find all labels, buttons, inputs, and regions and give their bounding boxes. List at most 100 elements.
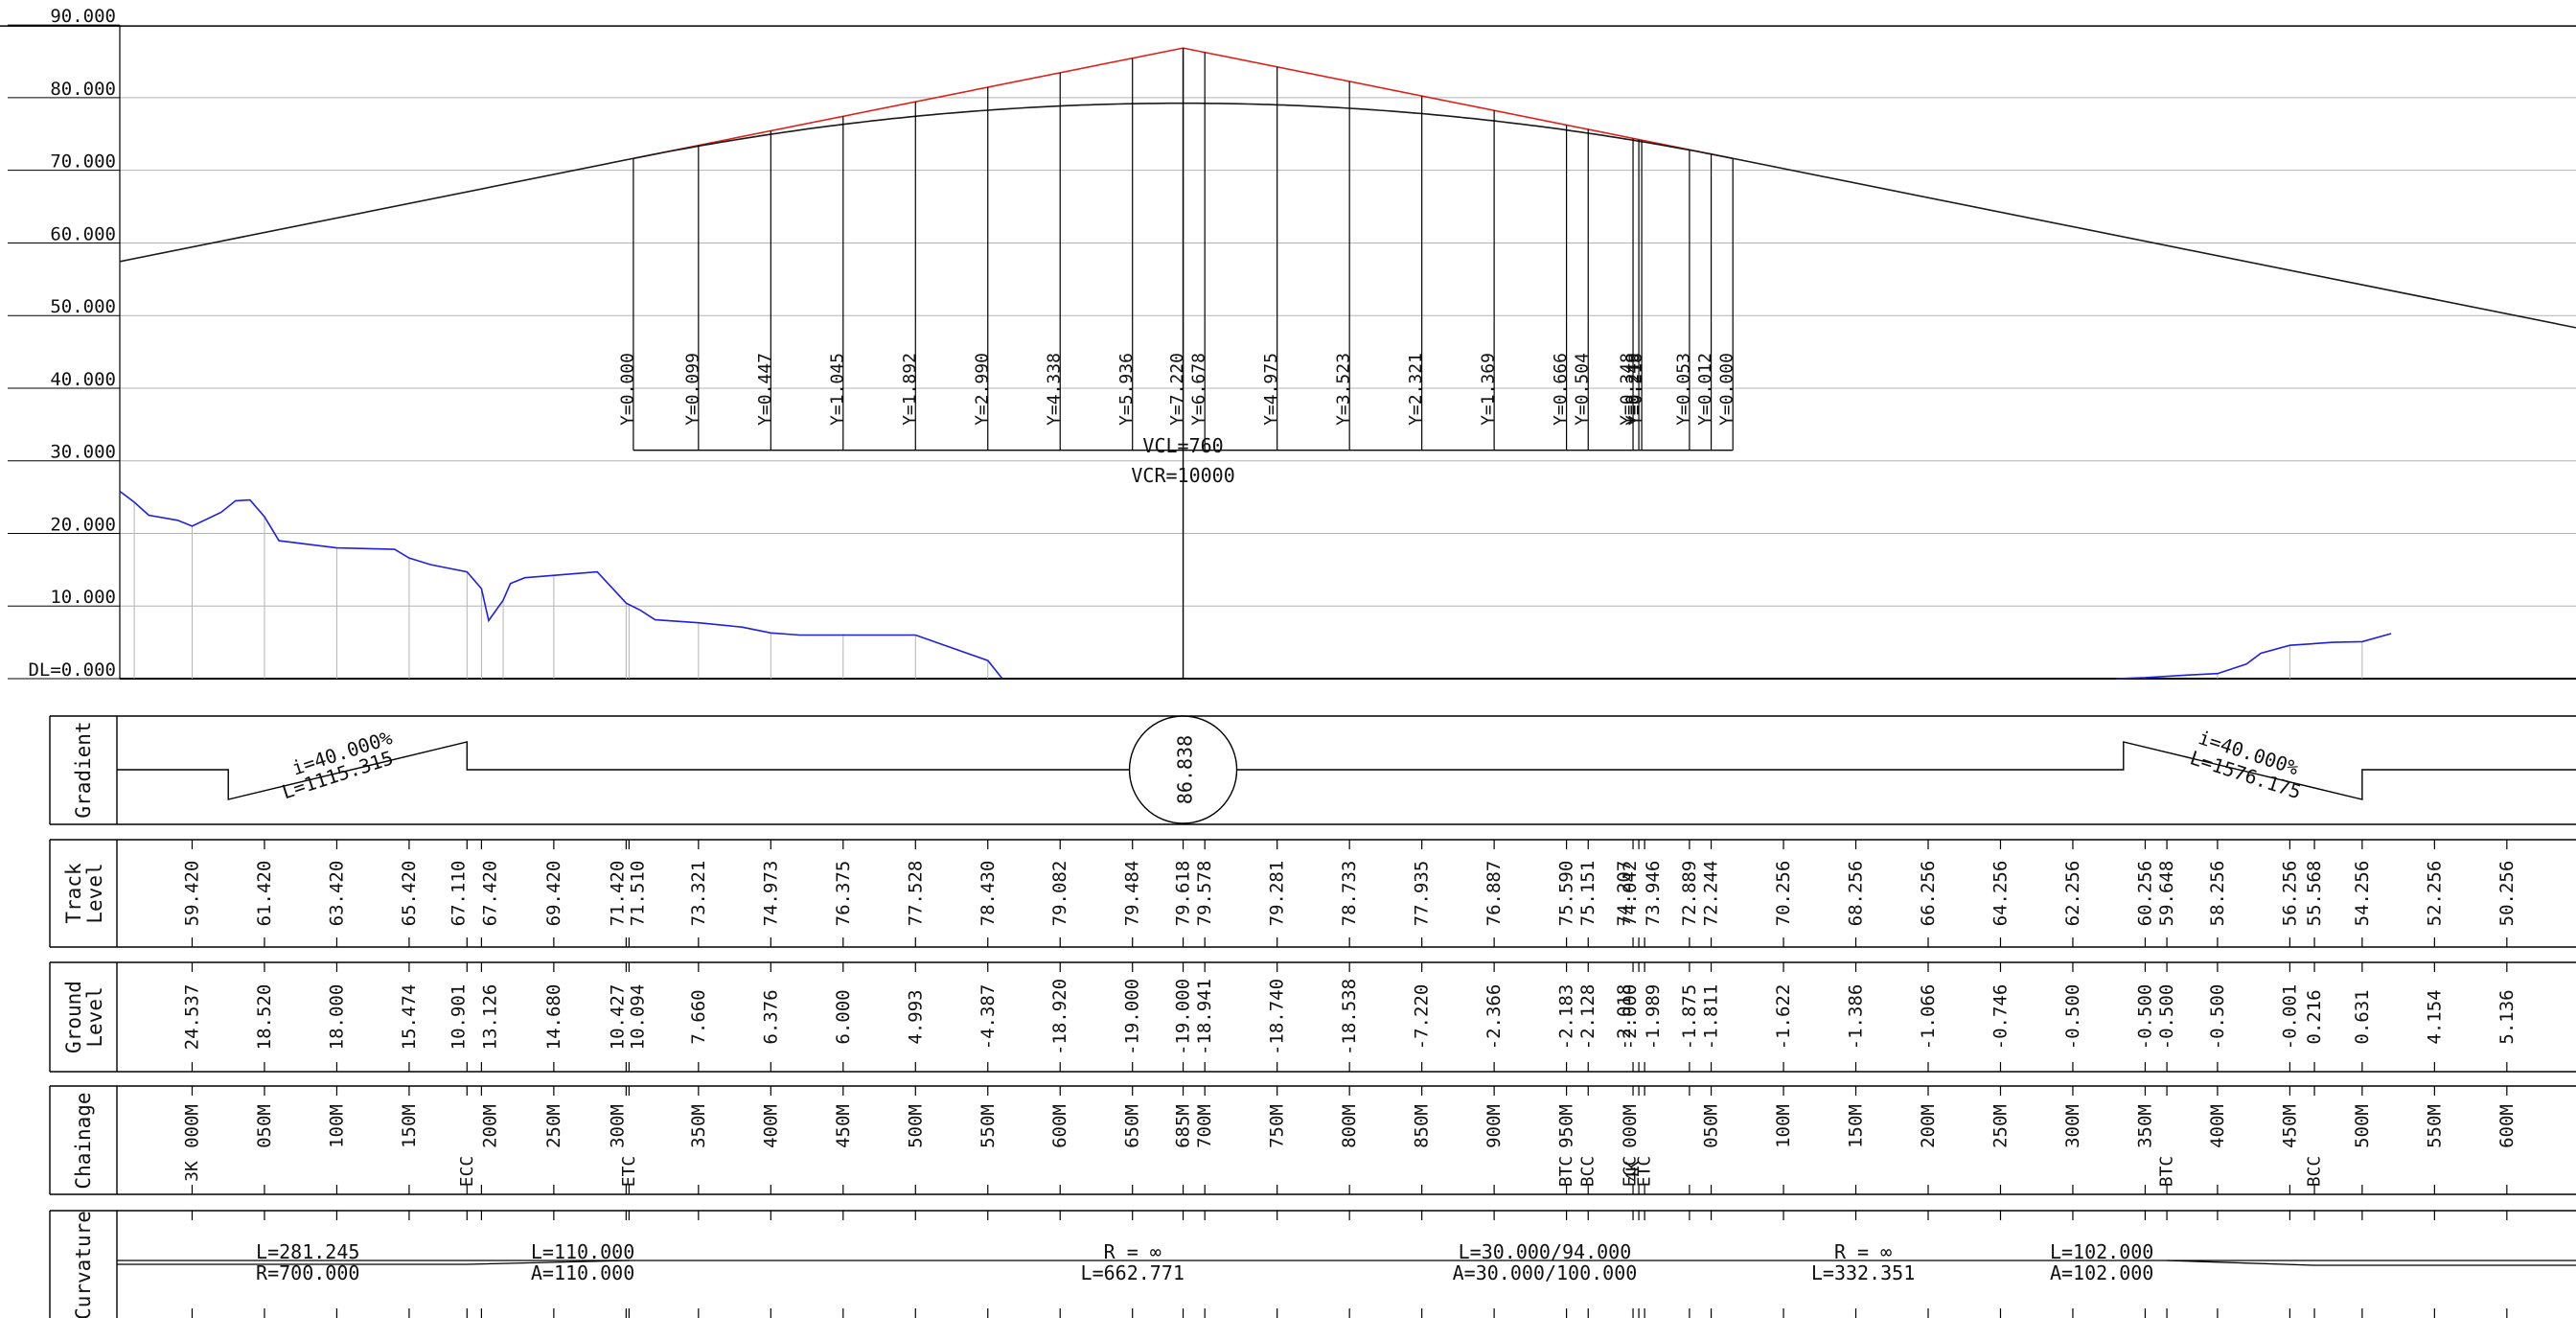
ground-level-value: -19.000	[1173, 979, 1194, 1055]
offset-label: Y=0.348	[1618, 353, 1638, 426]
track-level-value: 79.618	[1173, 861, 1194, 927]
track-level-value: 50.256	[2496, 861, 2518, 927]
track-level-value: 74.207	[1614, 861, 1635, 927]
offset-label: Y=0.447	[755, 353, 775, 426]
chainage-value: 600M	[2496, 1104, 2518, 1148]
curvature-curve-left	[117, 1260, 630, 1265]
track-level-value: 77.935	[1412, 861, 1433, 927]
curvature-label-top: L=102.000	[2050, 1240, 2153, 1263]
ground-level-value: 24.537	[181, 984, 202, 1051]
offset-label: Y=0.053	[1673, 353, 1693, 426]
chainage-value: 300M	[2062, 1104, 2083, 1148]
ip-level-circle	[1128, 715, 1238, 824]
elevation-label: DL=0.000	[28, 659, 116, 681]
tangent-to-ip-left	[632, 47, 1184, 160]
track-level-value: 52.256	[2424, 861, 2445, 927]
chainage-note: 3K	[182, 1161, 202, 1182]
elevation-axis: 90.000 80.000 70.000 60.000 50.000 40.000 30.0…	[0, 6, 2576, 681]
offset-label: Y=2.321	[1406, 353, 1426, 426]
track-level-value: 79.484	[1122, 861, 1143, 927]
ground-level-value: -1.989	[1643, 984, 1664, 1051]
ground-level-value: 5.136	[2496, 989, 2518, 1044]
ground-level-value: 0.631	[2352, 989, 2373, 1044]
gradient-line-right	[1236, 741, 2576, 800]
ground-level-value: -2.018	[1614, 984, 1635, 1051]
chainage-note: ECC	[457, 1156, 477, 1188]
ground-level-value: 6.376	[760, 989, 781, 1044]
ground-level-value: 10.094	[627, 984, 648, 1051]
ground-level-value: -0.500	[2207, 984, 2228, 1051]
grade-line-right	[1733, 157, 2576, 329]
track-level-value: 67.110	[448, 861, 469, 927]
offset-label: Y=0.000	[617, 353, 637, 426]
ground-level-value: -1.066	[1918, 984, 1939, 1051]
offset-label: Y=2.990	[972, 353, 992, 426]
ground-level-value: 13.126	[479, 984, 500, 1051]
offset-label: Y=4.975	[1261, 353, 1281, 426]
track-level-value: 69.420	[543, 861, 564, 927]
ground-level-value: 18.520	[254, 984, 275, 1051]
curvature-label-bottom: A=30.000/100.000	[1453, 1261, 1638, 1284]
ground-level-value: -0.500	[2062, 984, 2083, 1051]
offset-label: Y=1.892	[900, 353, 920, 426]
band-title-track-2: Level	[83, 863, 106, 923]
chainage-note: ECC	[1621, 1156, 1641, 1188]
track-level-value: 79.578	[1194, 861, 1215, 927]
band-title-ground-1: Ground	[62, 981, 85, 1053]
ground-line-left	[119, 490, 1003, 680]
ip-level-label: 86.838	[1174, 735, 1197, 804]
offset-label: Y=3.523	[1334, 353, 1354, 426]
chainage-value: 450M	[2279, 1104, 2300, 1148]
grade-line-left	[119, 157, 634, 263]
chainage-note: 4K	[1623, 1161, 1644, 1182]
elevation-label: 70.000	[50, 151, 116, 173]
chainage-value: 350M	[2134, 1104, 2155, 1148]
ground-level-value: -18.941	[1194, 979, 1215, 1055]
chainage-value: 000M	[1620, 1104, 1641, 1148]
elevation-label: 60.000	[50, 223, 116, 244]
track-level-value: 77.528	[905, 861, 926, 927]
track-level-value: 74.973	[760, 861, 781, 927]
offset-label: Y=0.666	[1551, 353, 1571, 426]
chainage-value: 800M	[1339, 1104, 1360, 1148]
chainage-value: 250M	[543, 1104, 564, 1148]
track-level-value: 68.256	[1846, 861, 1867, 927]
chainage-value: 150M	[1846, 1104, 1867, 1148]
offset-label: Y=0.099	[682, 353, 702, 426]
chainage-value: 400M	[760, 1104, 781, 1148]
chainage-note: ETC	[619, 1156, 639, 1188]
chainage-note: BTC	[2157, 1156, 2177, 1188]
curvature-label-bottom: A=102.000	[2050, 1261, 2153, 1284]
elevation-label: 20.000	[50, 514, 116, 535]
band-title-curvature: Curvature	[72, 1211, 95, 1318]
ground-level-value: -2.183	[1556, 984, 1577, 1051]
curve-offset-table: Y=0.000 Y=0.099 Y=0.447 Y=1.045 Y=1.892 Y=2.9…	[617, 48, 1737, 679]
ground-level-value: 18.000	[326, 984, 347, 1051]
track-level-value: 59.648	[2156, 861, 2177, 927]
track-level-value: 65.420	[399, 861, 420, 927]
curvature-label-bottom: A=110.000	[531, 1261, 634, 1284]
offset-label: Y=0.504	[1573, 353, 1593, 426]
ground-level-value: -0.746	[1990, 984, 2011, 1051]
ground-level-value: -1.811	[1701, 984, 1722, 1051]
chainage-value: 350M	[688, 1104, 709, 1148]
curvature-label-bottom: L=332.351	[1811, 1261, 1915, 1284]
ground-level-value: -0.001	[2279, 984, 2300, 1051]
elevation-label: 50.000	[50, 296, 116, 317]
gradient-line-left	[117, 741, 1130, 800]
band-title-ground-2: Level	[83, 986, 106, 1047]
track-level-value: 54.256	[2352, 861, 2373, 927]
track-level-value: 74.042	[1620, 861, 1641, 927]
elevation-label: 80.000	[50, 79, 116, 100]
chainage-value: 450M	[833, 1104, 854, 1148]
ground-level-value: -18.740	[1267, 979, 1288, 1055]
curvature-label-top: L=281.245	[256, 1240, 359, 1263]
curvature-label-bottom: L=662.771	[1081, 1261, 1184, 1284]
vertical-curve	[119, 47, 2576, 329]
chainage-value: 850M	[1412, 1104, 1433, 1148]
chainage-value: 900M	[1484, 1104, 1505, 1148]
curvature-label-top: L=30.000/94.000	[1459, 1240, 1632, 1263]
elevation-label: 10.000	[50, 587, 116, 608]
ground-level-value: 0.216	[2304, 989, 2325, 1044]
data-bands: GradientTrackLevelGroundLevelChainageCur…	[49, 715, 2576, 1318]
